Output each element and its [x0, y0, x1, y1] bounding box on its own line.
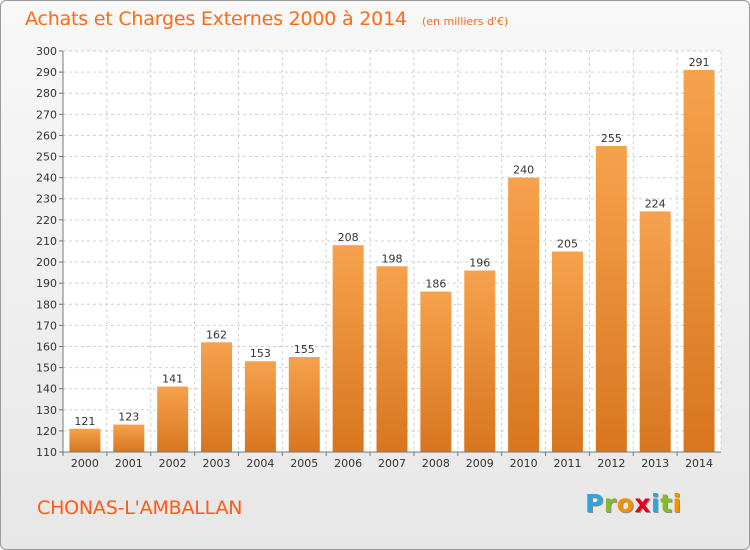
- x-tick-label: 2007: [378, 457, 406, 470]
- x-tick-label: 2002: [159, 457, 187, 470]
- data-label: 198: [382, 252, 403, 265]
- bar: [376, 266, 408, 452]
- data-label: 162: [206, 328, 227, 341]
- bar: [508, 177, 540, 452]
- bar: [683, 69, 715, 452]
- bar: [288, 357, 320, 452]
- logo-letter: o: [616, 489, 635, 518]
- x-tick-label: 2000: [71, 457, 99, 470]
- axes: 110 120 130 140 150 160 170 180 190 200 210 220 230 2…: [36, 45, 721, 470]
- data-label: 196: [469, 256, 490, 269]
- y-tick-label: 210: [36, 235, 57, 248]
- y-tick-label: 190: [36, 277, 57, 290]
- bar: [551, 251, 583, 452]
- bar: [201, 342, 233, 452]
- data-label: 224: [645, 197, 666, 210]
- x-tick-label: 2001: [115, 457, 143, 470]
- y-tick-label: 280: [36, 87, 57, 100]
- chart-title: Achats et Charges Externes 2000 à 2014: [25, 8, 407, 30]
- proxiti-logo: Proxiti: [585, 489, 682, 518]
- town-name: CHONAS-L'AMBALLAN: [37, 497, 243, 519]
- bar: [464, 270, 496, 452]
- y-tick-label: 270: [36, 108, 57, 121]
- y-tick-label: 170: [36, 319, 57, 332]
- y-tick-label: 230: [36, 193, 57, 206]
- x-tick-label: 2006: [334, 457, 362, 470]
- x-tick-label: 2009: [466, 457, 494, 470]
- x-tick-label: 2011: [553, 457, 581, 470]
- y-tick-label: 290: [36, 66, 57, 79]
- data-label: 141: [162, 373, 183, 386]
- y-tick-label: 140: [36, 383, 57, 396]
- y-tick-label: 150: [36, 362, 57, 375]
- bar: [69, 428, 101, 452]
- y-tick-label: 110: [36, 446, 57, 459]
- y-tick-label: 300: [36, 45, 57, 58]
- data-label: 153: [250, 347, 271, 360]
- x-tick-label: 2003: [203, 457, 231, 470]
- x-tick-label: 2014: [685, 457, 713, 470]
- x-tick-label: 2010: [510, 457, 538, 470]
- bar: [332, 245, 364, 452]
- y-tick-label: 240: [36, 172, 57, 185]
- bar: [157, 386, 189, 452]
- logo-letter: x: [634, 489, 651, 518]
- x-tick-label: 2013: [641, 457, 669, 470]
- bar: [639, 211, 671, 452]
- y-tick-label: 260: [36, 129, 57, 142]
- y-tick-label: 200: [36, 256, 57, 269]
- logo-letter: i: [651, 489, 661, 518]
- data-label: 208: [338, 231, 359, 244]
- logo-letter: r: [603, 489, 617, 518]
- logo-letter: P: [585, 489, 604, 518]
- data-label: 205: [557, 238, 578, 251]
- data-label: 240: [513, 164, 534, 177]
- data-label: 291: [689, 56, 710, 69]
- x-tick-label: 2004: [246, 457, 274, 470]
- chart-unit: (en milliers d'€): [421, 15, 509, 28]
- y-tick-label: 120: [36, 425, 57, 438]
- bar: [113, 424, 145, 452]
- y-tick-label: 130: [36, 404, 57, 417]
- title-row: Achats et Charges Externes 2000 à 2014 (…: [25, 8, 508, 30]
- bar: [420, 291, 452, 452]
- data-label: 121: [74, 415, 95, 428]
- data-label: 186: [425, 278, 446, 291]
- logo-letter: i: [672, 489, 682, 518]
- y-tick-label: 180: [36, 298, 57, 311]
- x-tick-label: 2005: [290, 457, 318, 470]
- x-tick-label: 2012: [597, 457, 625, 470]
- bar: [244, 361, 276, 452]
- bars: 121 123 141 162 153 155 208 198 186 196 240 205 255 2…: [69, 56, 715, 452]
- bar: [595, 145, 627, 452]
- data-label: 123: [118, 411, 139, 424]
- y-tick-label: 250: [36, 151, 57, 164]
- y-tick-label: 160: [36, 340, 57, 353]
- logo-letter: t: [660, 489, 673, 518]
- y-tick-label: 220: [36, 214, 57, 227]
- data-label: 255: [601, 132, 622, 145]
- data-label: 155: [294, 343, 315, 356]
- x-tick-label: 2008: [422, 457, 450, 470]
